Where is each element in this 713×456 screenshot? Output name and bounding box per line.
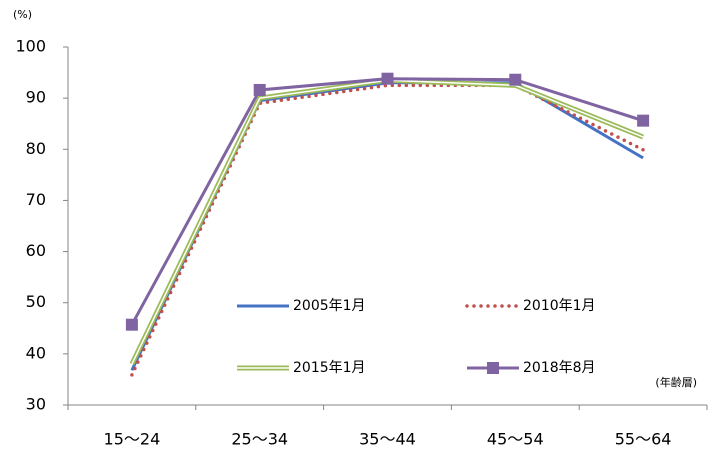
series-line: [130, 81, 644, 371]
x-tick-label: 45〜54: [487, 430, 544, 449]
marker: [509, 73, 522, 86]
x-tick-label: 35〜44: [359, 430, 416, 449]
y-unit: (%): [13, 8, 32, 21]
legend-marker: [487, 362, 499, 374]
series-line: [130, 83, 645, 377]
y-tick-label: 30: [26, 395, 46, 414]
y-tick-label: 80: [26, 139, 46, 158]
y-tick-label: 50: [26, 292, 46, 311]
marker: [381, 72, 394, 85]
legend-label: 2018年8月: [523, 360, 596, 376]
x-axis-label: (年齢層): [655, 375, 697, 389]
y-tick-label: 100: [15, 37, 46, 56]
series-line: [129, 77, 645, 366]
legend-label: 2010年1月: [523, 298, 596, 314]
x-tick-label: 55〜64: [615, 430, 672, 449]
y-tick-label: 90: [26, 88, 46, 107]
legend-label: 2015年1月: [293, 360, 366, 376]
y-tick-label: 40: [26, 343, 46, 362]
marker: [125, 318, 138, 331]
y-tick-label: 70: [26, 190, 46, 209]
y-tick-label: 60: [26, 241, 46, 260]
marker: [637, 114, 650, 127]
x-tick-label: 25〜34: [231, 430, 288, 449]
series-line-inner: [131, 79, 644, 365]
x-tick-label: 15〜24: [104, 430, 161, 449]
legend-label: 2005年1月: [293, 298, 366, 314]
marker: [253, 83, 266, 96]
